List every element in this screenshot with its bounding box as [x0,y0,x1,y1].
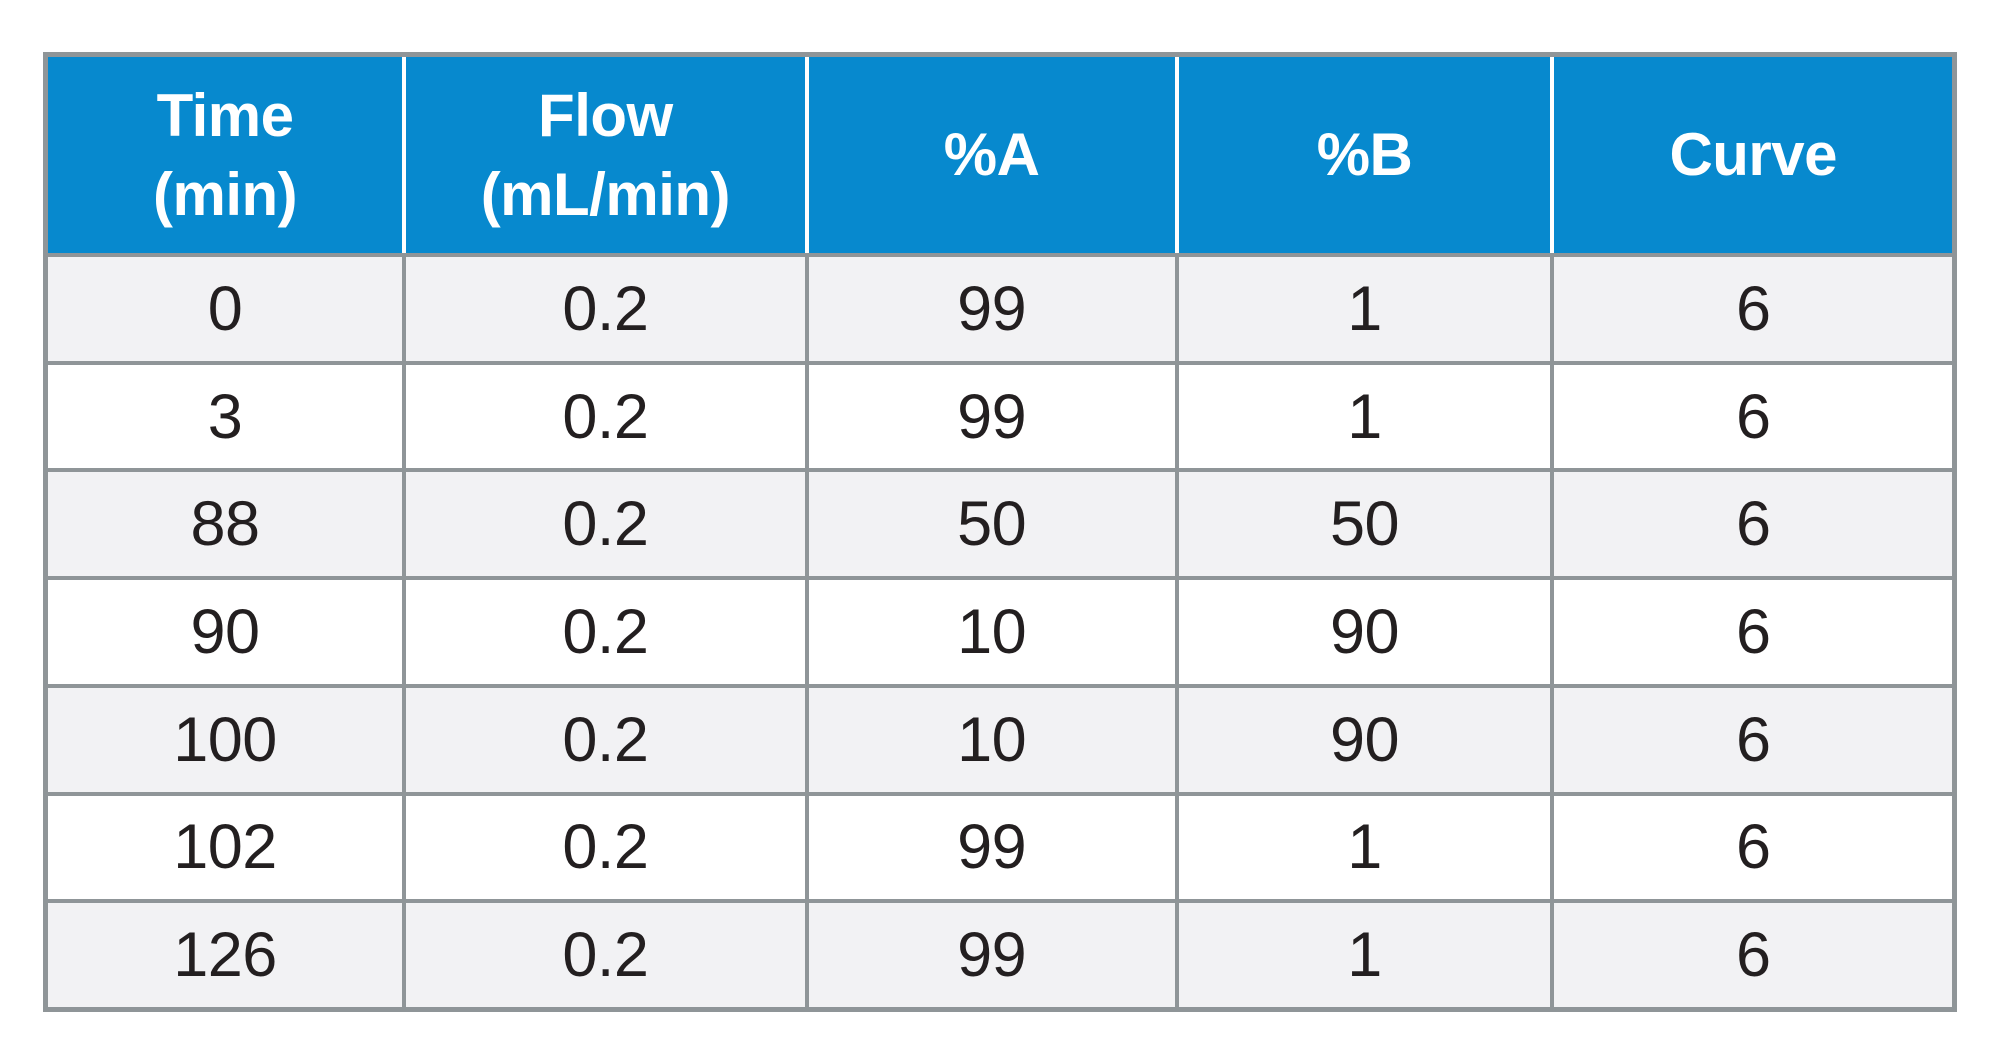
table-cell: 99 [808,795,1175,900]
table-cell: 0.2 [406,257,805,361]
table-cell: 90 [48,580,403,684]
table-cell: 6 [1554,580,1952,684]
table-cell: 0 [48,257,403,361]
table-cell: 88 [48,472,403,577]
table-cell: 6 [1554,364,1952,469]
table-cell: 1 [1178,364,1551,469]
column-header-curve: Curve [1554,57,1952,253]
table-row: 88 0.2 50 50 6 [48,472,1952,577]
table-cell: 90 [1178,580,1551,684]
table-cell: 99 [808,903,1175,1008]
table-cell: 6 [1554,795,1952,900]
table-cell: 90 [1178,687,1551,792]
column-header-flow-line2: (mL/min) [480,161,731,228]
table-row: 90 0.2 10 90 6 [48,580,1952,684]
table-cell: 99 [808,257,1175,361]
column-header-time: Time (min) [48,57,403,253]
table-cell: 10 [808,687,1175,792]
table-row: 100 0.2 10 90 6 [48,687,1952,792]
table-cell: 0.2 [406,903,805,1008]
column-header-percent-a-label: %A [943,121,1040,189]
table-cell: 0.2 [406,580,805,684]
column-header-curve-label: Curve [1669,121,1838,189]
table-cell: 1 [1178,257,1551,361]
table-cell: 1 [1178,795,1551,900]
table-cell: 3 [48,364,403,469]
table-row: 126 0.2 99 1 6 [48,903,1952,1008]
table-cell: 126 [48,903,403,1008]
table-cell: 0.2 [406,472,805,577]
gradient-table: Time (min) Flow (mL/min) %A %B Curve 0 0.… [43,52,1957,1012]
table-cell: 0.2 [406,364,805,469]
table-cell: 6 [1554,257,1952,361]
table-cell: 6 [1554,472,1952,577]
column-header-percent-b-label: %B [1316,121,1413,189]
table-header-row: Time (min) Flow (mL/min) %A %B Curve [48,57,1952,253]
column-header-time-line1: Time [156,81,294,149]
table-cell: 1 [1178,903,1551,1008]
column-header-percent-b: %B [1178,57,1551,253]
table-cell: 100 [48,687,403,792]
table-cell: 10 [808,580,1175,684]
table-cell: 0.2 [406,687,805,792]
table-cell: 50 [1178,472,1551,577]
column-header-time-line2: (min) [152,161,298,228]
table-row: 0 0.2 99 1 6 [48,257,1952,361]
table-cell: 50 [808,472,1175,577]
column-header-flow: Flow (mL/min) [406,57,805,253]
table-cell: 0.2 [406,795,805,900]
table-row: 102 0.2 99 1 6 [48,795,1952,900]
table-cell: 99 [808,364,1175,469]
column-header-percent-a: %A [808,57,1175,253]
table-cell: 6 [1554,687,1952,792]
table-cell: 6 [1554,903,1952,1008]
table-cell: 102 [48,795,403,900]
column-header-flow-line1: Flow [538,81,673,149]
table-row: 3 0.2 99 1 6 [48,364,1952,469]
